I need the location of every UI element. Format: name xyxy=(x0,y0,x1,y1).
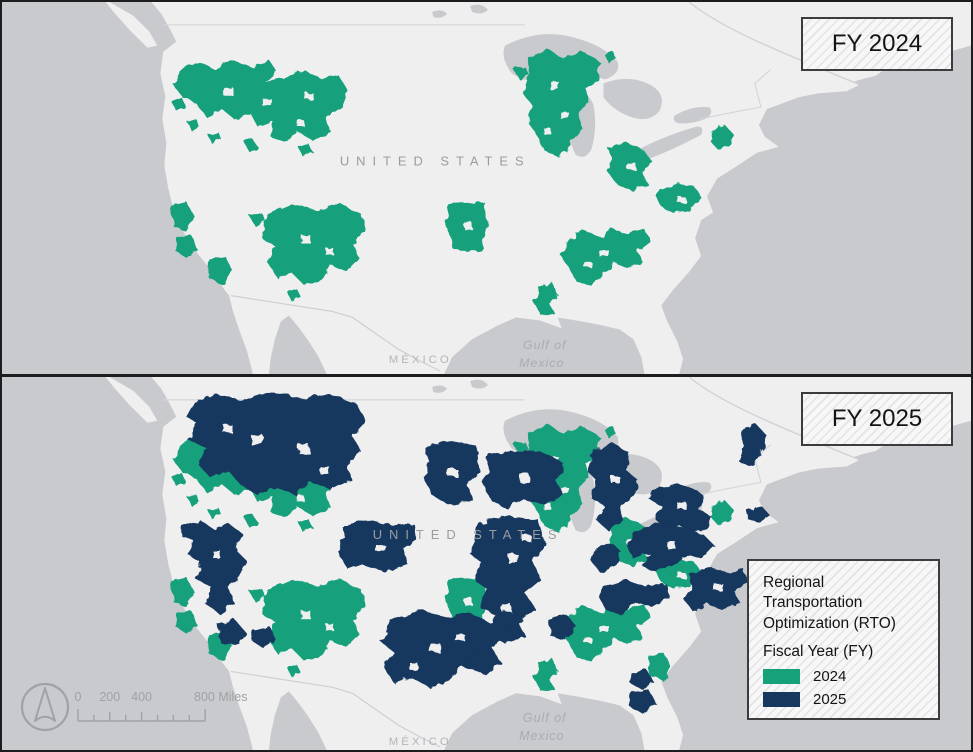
fy2025-title-box: FY 2025 xyxy=(801,392,953,446)
legend: Regional Transportation Optimization (RT… xyxy=(747,558,940,720)
legend-item-2024: 2024 xyxy=(763,668,926,685)
region-fy2024-fl-panhandle xyxy=(648,652,671,681)
label-united-states: UNITED STATES xyxy=(373,527,564,542)
legend-label-2024: 2024 xyxy=(813,668,847,685)
label-gulf-of-mexico-line1: Gulf of xyxy=(523,338,567,352)
regions-fy2025 xyxy=(180,390,770,715)
legend-title: Regional Transportation Optimization (RT… xyxy=(763,573,896,632)
fy2024-title: FY 2024 xyxy=(831,30,923,57)
label-united-states: UNITED STATES xyxy=(340,154,531,169)
swatch-fy2025 xyxy=(763,692,800,707)
label-gulf-of-mexico-line2: Mexico xyxy=(519,356,564,370)
scale-end-label: 800 Miles xyxy=(194,690,248,704)
legend-item-2025: 2025 xyxy=(763,691,926,708)
map-fy2024: UNITED STATES Gulf of Mexico MÉXICO xyxy=(2,2,971,374)
label-gulf-of-mexico-line1: Gulf of xyxy=(523,711,567,725)
scale-tick-400: 400 xyxy=(131,690,152,704)
legend-subtitle: Fiscal Year (FY) xyxy=(763,643,874,660)
swatch-fy2024 xyxy=(763,669,800,684)
label-mexico: MÉXICO xyxy=(389,735,452,748)
map-panel-fy2025: UNITED STATES Gulf of Mexico MÉXICO FY 2… xyxy=(2,377,971,750)
map-panel-fy2024: UNITED STATES Gulf of Mexico MÉXICO FY 2… xyxy=(2,2,971,377)
fy2024-title-box: FY 2024 xyxy=(801,17,953,71)
scale-tick-200: 200 xyxy=(99,690,120,704)
legend-label-2025: 2025 xyxy=(813,691,847,708)
fy2025-title: FY 2025 xyxy=(831,405,923,432)
map-fy2025: UNITED STATES Gulf of Mexico MÉXICO xyxy=(2,377,971,750)
scale-tick-0: 0 xyxy=(75,690,82,704)
north-arrow-icon xyxy=(20,682,70,732)
scale-bar: 0 200 400 800 Miles xyxy=(75,690,248,722)
label-gulf-of-mexico-line2: Mexico xyxy=(519,729,564,743)
label-mexico: MÉXICO xyxy=(389,353,452,366)
